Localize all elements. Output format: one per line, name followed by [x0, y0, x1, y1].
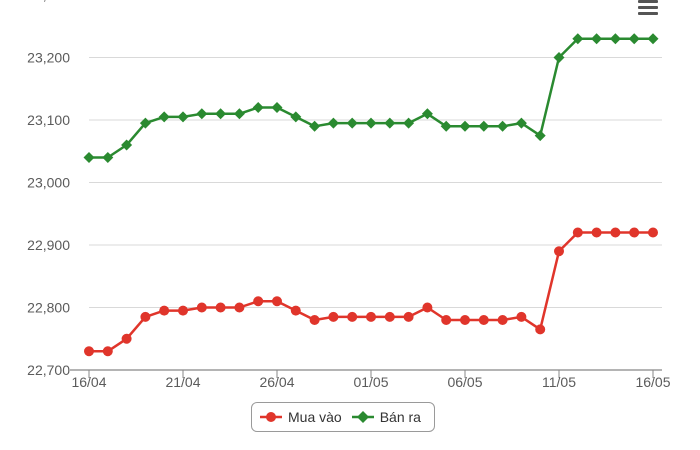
data-point — [647, 33, 659, 45]
data-point — [327, 117, 339, 129]
legend-item-mua-vao[interactable]: Mua vào — [260, 409, 342, 425]
data-point — [328, 311, 339, 322]
x-tick-label: 06/05 — [447, 374, 482, 390]
data-point — [534, 130, 546, 142]
series-line — [89, 37, 653, 159]
data-point — [233, 108, 245, 120]
x-tick-label: 26/04 — [259, 374, 294, 390]
data-point — [121, 333, 132, 344]
data-point — [403, 117, 415, 129]
data-point — [591, 227, 602, 238]
y-axis: 22,700 22,800 22,900 23,000 23,100 23,200 23,3… — [27, 0, 70, 378]
data-point — [252, 102, 264, 113]
data-point — [139, 117, 151, 129]
chart-legend: Mua vào Bán ra — [251, 402, 435, 432]
data-point — [628, 33, 640, 45]
data-point — [290, 111, 302, 123]
data-point — [272, 296, 282, 307]
data-point — [366, 311, 376, 322]
price-line-chart: 22,700 22,800 22,900 23,000 23,100 23,200 23,3… — [27, 0, 671, 390]
chart-menu-icon[interactable] — [636, 0, 660, 20]
data-point — [290, 305, 301, 316]
data-point — [309, 120, 321, 132]
diamond-marker-icon — [351, 411, 374, 423]
x-axis: 16/04 21/04 26/04 01/05 06/05 11/05 16/05 — [70, 369, 671, 390]
data-point — [271, 102, 283, 113]
data-point — [159, 305, 170, 316]
data-point — [365, 117, 377, 129]
series-group — [83, 33, 659, 357]
legend-label: Bán ra — [379, 409, 421, 425]
legend-item-ban-ra[interactable]: Bán ra — [351, 409, 421, 425]
data-point — [460, 315, 470, 325]
data-point — [84, 346, 94, 357]
data-point — [648, 227, 658, 238]
data-point — [158, 111, 170, 123]
data-point — [140, 311, 151, 322]
y-tick-label: 22,900 — [27, 237, 70, 253]
data-point — [253, 296, 264, 307]
data-point — [610, 227, 621, 238]
circle-marker-icon — [260, 412, 282, 422]
data-point — [215, 302, 226, 313]
data-point — [421, 108, 433, 120]
data-point — [178, 305, 188, 316]
y-tick-label: 22,800 — [27, 300, 70, 316]
data-point — [441, 315, 452, 325]
y-tick-label: 23,200 — [27, 50, 70, 66]
data-point — [102, 346, 113, 357]
data-point — [403, 311, 414, 322]
data-point — [309, 315, 320, 325]
series-line — [89, 231, 653, 353]
data-point — [572, 33, 584, 45]
series-mua-vao — [84, 227, 658, 357]
y-tick-label: 23,300 — [27, 0, 70, 3]
data-point — [384, 311, 395, 322]
data-point — [591, 33, 603, 45]
data-point — [177, 111, 189, 123]
data-point — [554, 246, 564, 257]
data-point — [384, 117, 396, 129]
data-point — [102, 152, 114, 163]
data-point — [609, 33, 621, 45]
data-point — [553, 52, 565, 63]
data-point — [535, 324, 546, 335]
y-tick-label: 23,000 — [27, 175, 70, 191]
data-point — [629, 227, 640, 238]
data-point — [234, 302, 245, 313]
x-tick-label: 16/05 — [635, 374, 670, 390]
data-point — [346, 117, 358, 129]
data-point — [196, 302, 207, 313]
data-point — [572, 227, 583, 238]
x-tick-label: 21/04 — [165, 374, 200, 390]
x-tick-label: 16/04 — [71, 374, 106, 390]
series-ban-ra — [83, 33, 659, 163]
y-tick-label: 22,700 — [27, 362, 70, 378]
x-tick-label: 01/05 — [353, 374, 388, 390]
data-point — [478, 315, 489, 325]
grid-lines — [89, 57, 662, 308]
data-point — [497, 315, 508, 325]
y-tick-label: 23,100 — [27, 112, 70, 128]
data-point — [83, 152, 95, 163]
data-point — [440, 120, 452, 132]
data-point — [459, 120, 471, 132]
data-point — [516, 311, 527, 322]
data-point — [515, 117, 527, 129]
data-point — [215, 108, 227, 120]
x-tick-label: 11/05 — [542, 374, 576, 390]
data-point — [478, 120, 490, 132]
data-point — [196, 108, 208, 120]
data-point — [497, 120, 509, 132]
data-point — [422, 302, 433, 313]
legend-label: Mua vào — [288, 409, 342, 425]
data-point — [347, 311, 358, 322]
data-point — [121, 139, 133, 151]
